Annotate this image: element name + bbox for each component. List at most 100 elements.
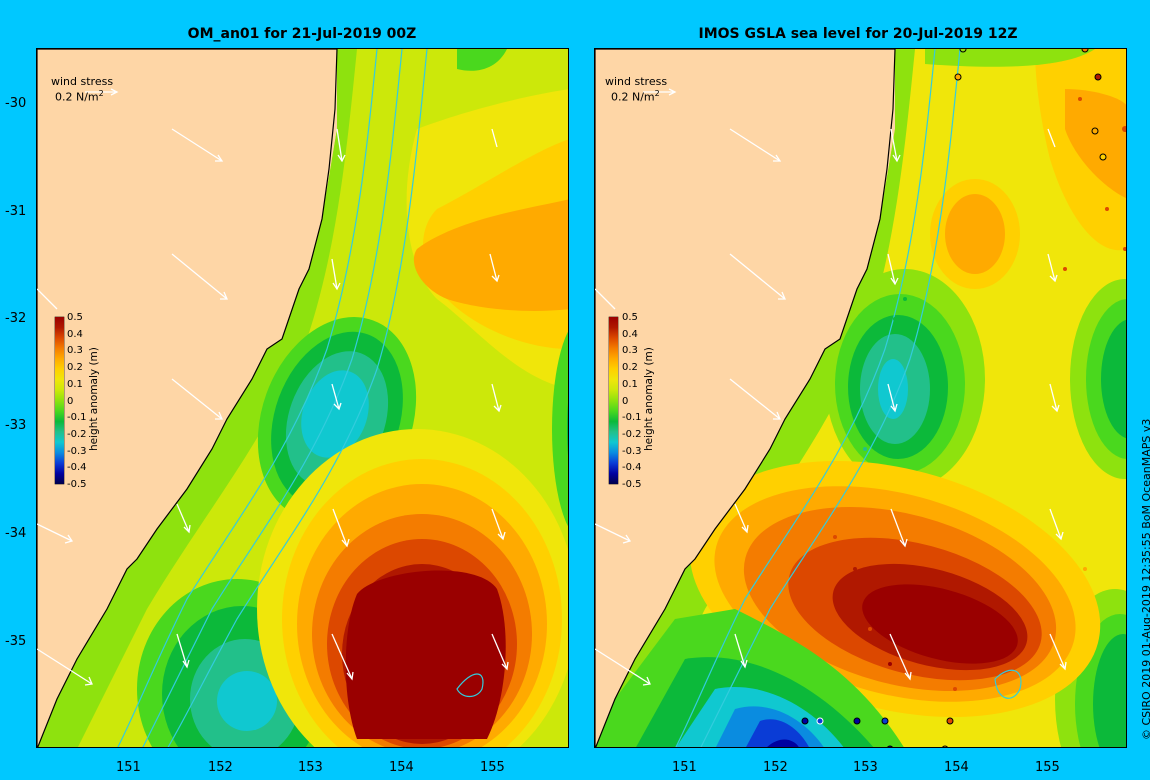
wind-stress-label: wind stress [605,75,668,88]
anomaly-region [301,370,369,458]
observation-marker [1081,49,1089,53]
colorbar-tick: 0.3 [622,345,638,357]
wind-scale-exponent: 2 [654,89,660,98]
colorbar-tick: 0.3 [67,345,83,357]
observation-marker [868,627,872,631]
copyright-credit: © CSIRO 2019 01-Aug-2019 12:35:55 BoM Oc… [1140,418,1150,740]
wind-scale-value: 0.2 N/m [55,90,99,104]
colorbar-label: height anomaly (m) [88,347,100,451]
observation-marker [954,73,962,81]
wind-arrow [491,383,500,412]
wind-arrow [887,253,896,285]
wind-arrow [595,648,651,685]
colorbar-tick: 0.4 [67,328,83,340]
map-panel-right[interactable]: wind stress 0.2 N/m2 0.5 0.4 0.3 0.2 0.1… [594,48,1127,748]
observation-marker [903,297,907,301]
y-tick: -33 [5,418,27,433]
wind-scale-exponent: 2 [98,89,104,98]
y-tick: -31 [5,204,27,219]
bathymetry-contour [700,49,961,747]
wind-arrow [729,378,781,420]
colorbar-ticks-left: 0.5 0.4 0.3 0.2 0.1 0 -0.1 -0.2 -0.3 -0.… [67,310,87,494]
wind-arrow [171,128,223,162]
observation-marker [863,447,867,451]
observation-marker [801,717,809,725]
wind-scale-value: 0.2 N/m [611,90,655,104]
observation-marker [1083,567,1087,571]
x-tick: 151 [116,760,141,775]
wind-arrow [595,523,631,542]
wind-stress-label: wind stress [51,75,114,88]
wind-arrows [37,88,509,686]
observation-marker [833,535,837,539]
colorbar-label: height anomaly (m) [643,347,655,451]
anomaly-region [746,719,809,747]
x-tick: 155 [1035,760,1060,775]
observation-marker [873,427,877,431]
observation-marker [959,49,967,53]
wind-arrow [332,508,348,547]
wind-arrow [1049,633,1066,670]
colorbar-tick: -0.2 [622,428,642,440]
y-tick: -35 [5,634,27,649]
wind-arrow [176,503,190,533]
colorbar-tick: -0.1 [67,412,87,424]
colorbar-tick: 0 [67,395,74,407]
wind-arrow [734,633,746,668]
observation-marker [816,717,824,725]
map-panel-left[interactable]: wind stress 0.2 N/m2 0.5 0.4 0.3 0.2 0.1… [36,48,569,748]
wind-arrow [890,508,906,547]
observation-marker [903,587,907,591]
wind-arrow [331,633,353,680]
bathymetry-contour [167,49,428,747]
colorbar-tick: 0.4 [622,328,638,340]
observation-marker [1099,153,1107,161]
anomaly-region [457,49,507,71]
observation-marker [1094,73,1102,81]
y-tick: -30 [5,96,27,111]
colorbar-tick: 0.1 [67,378,83,390]
observation-marker [1123,247,1126,251]
wind-arrow [1047,253,1056,282]
wind-arrow [729,253,786,300]
colorbar-tick: -0.1 [622,412,642,424]
wind-arrow [887,383,896,412]
wind-arrow [890,128,898,162]
wind-arrow [729,128,781,162]
colorbar-gradient [55,317,64,484]
observation-marker [893,317,897,321]
wind-arrow [491,508,504,540]
bathymetry-contour [675,49,936,747]
wind-scale-label: 0.2 N/m2 [55,89,104,104]
anomaly-region [37,49,357,747]
wind-arrow [171,253,228,300]
wind-arrow [37,288,58,310]
colorbar-tick: 0.5 [622,312,638,323]
anomaly-region [878,359,908,419]
bathymetry-contour [117,49,378,747]
anomaly-region [567,402,568,456]
wind-scale-label: 0.2 N/m2 [611,89,660,104]
wind-arrows [595,88,1067,686]
wind-arrow [595,288,616,310]
anomaly-region [767,739,799,747]
observation-marker [853,567,857,571]
colorbar-tick: -0.5 [67,479,87,491]
x-tick: 151 [672,760,697,775]
wind-arrow [491,633,508,670]
colorbar-tick: 0.5 [67,312,83,323]
anomaly-region [345,570,506,739]
anomaly-region [595,49,915,747]
observation-marker [1122,126,1126,132]
height-anomaly-map-right [595,49,1126,747]
colorbar-tick: -0.4 [67,462,87,474]
anomaly-region [925,49,1095,67]
colorbar-tick: 0.2 [622,362,638,374]
wind-arrow [37,523,73,542]
colorbar-ticks-right: 0.5 0.4 0.3 0.2 0.1 0 -0.1 -0.2 -0.3 -0.… [622,310,642,494]
colorbar-tick: 0.2 [67,362,83,374]
x-tick: 154 [944,760,969,775]
anomaly-region [217,671,277,731]
x-tick: 153 [298,760,323,775]
wind-arrow [331,383,340,410]
